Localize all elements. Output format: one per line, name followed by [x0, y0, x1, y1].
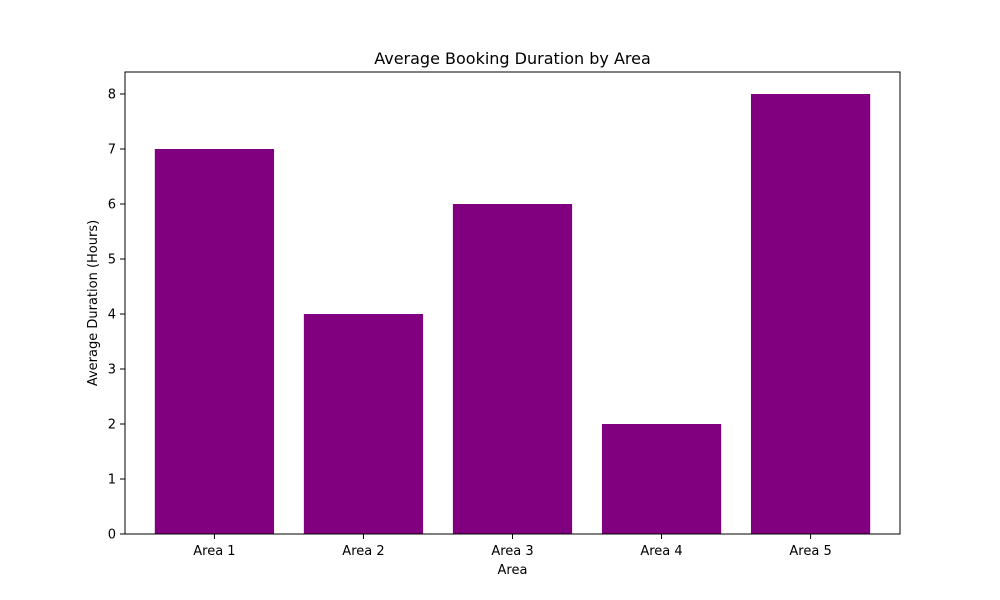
y-tick-label: 7: [108, 143, 116, 158]
y-tick-label: 1: [108, 473, 116, 488]
x-tick-label: Area 4: [640, 544, 682, 559]
y-axis-label: Average Duration (Hours): [86, 220, 101, 386]
y-tick-label: 5: [108, 253, 116, 268]
bar-3: [452, 204, 573, 534]
x-axis-label: Area: [498, 563, 528, 578]
bar-4: [601, 424, 722, 534]
x-tick-label: Area 3: [491, 544, 533, 559]
x-axis: Area 1 Area 2 Area 3 Area 4 Area 5: [193, 534, 832, 559]
x-tick-label: Area 5: [789, 544, 831, 559]
y-tick-label: 0: [108, 528, 116, 543]
y-tick-label: 6: [108, 198, 116, 213]
x-tick-label: Area 1: [193, 544, 235, 559]
plot-frame: [124, 71, 901, 535]
y-tick-label: 4: [108, 308, 116, 323]
y-tick-label: 3: [108, 363, 116, 378]
y-tick-label: 2: [108, 418, 116, 433]
bar-5: [750, 94, 871, 534]
chart-title: Average Booking Duration by Area: [374, 49, 651, 68]
bar-2: [303, 314, 424, 534]
bar-1: [154, 149, 275, 534]
x-tick-label: Area 2: [342, 544, 384, 559]
bars-layer: [154, 94, 871, 534]
y-axis: 0 1 2 3 4 5 6 7 8: [108, 88, 125, 543]
y-tick-label: 8: [108, 88, 116, 103]
